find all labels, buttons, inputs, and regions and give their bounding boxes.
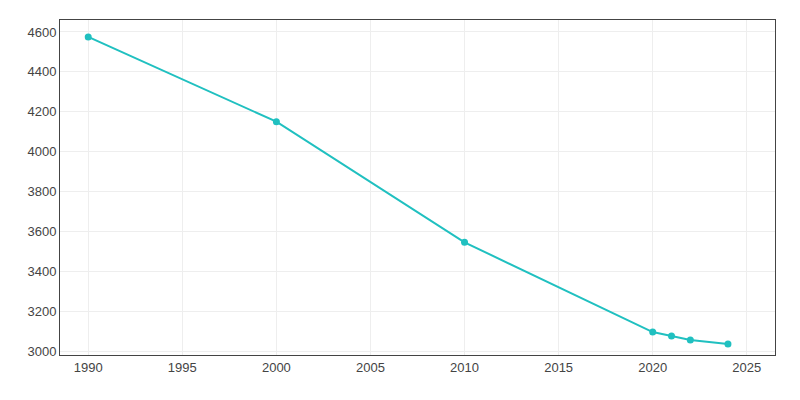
svg-text:2000: 2000 (262, 360, 291, 375)
svg-text:1990: 1990 (74, 360, 103, 375)
svg-text:2005: 2005 (356, 360, 385, 375)
svg-text:4200: 4200 (27, 104, 56, 119)
svg-text:4000: 4000 (27, 144, 56, 159)
svg-text:3200: 3200 (27, 304, 56, 319)
svg-text:3000: 3000 (27, 344, 56, 359)
svg-text:2020: 2020 (638, 360, 667, 375)
svg-text:3800: 3800 (27, 184, 56, 199)
svg-text:4600: 4600 (27, 25, 56, 40)
svg-text:2015: 2015 (544, 360, 573, 375)
svg-text:3600: 3600 (27, 224, 56, 239)
svg-text:2025: 2025 (732, 360, 761, 375)
svg-text:2010: 2010 (450, 360, 479, 375)
svg-text:3400: 3400 (27, 264, 56, 279)
svg-text:4400: 4400 (27, 64, 56, 79)
svg-text:1995: 1995 (168, 360, 197, 375)
